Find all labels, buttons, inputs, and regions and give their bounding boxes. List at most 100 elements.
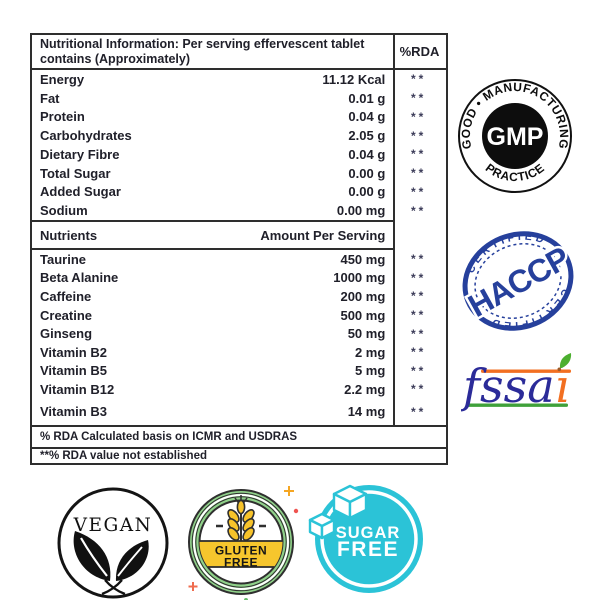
- table-row: Taurine 450 mg **: [32, 250, 446, 269]
- nutrients-subheader-row: Nutrients Amount Per Serving: [32, 222, 446, 248]
- nutrient-label: Energy: [40, 71, 85, 87]
- rda-value: **: [410, 289, 427, 304]
- nutrient-value: 0.00 g: [348, 165, 386, 181]
- nutrient-label: Vitamin B2: [40, 344, 107, 360]
- nutrient-label: Vitamin B12: [40, 381, 115, 397]
- footnote-rda-basis: % RDA Calculated basis on ICMR and USDRA…: [32, 427, 446, 449]
- gluten-free-badge: GLUTEN FREE: [188, 486, 299, 600]
- leaf-stem-dot: [557, 367, 562, 372]
- svg-text:fssaı: fssaı: [461, 359, 569, 413]
- wheat-icon: [216, 495, 266, 541]
- table-row: Vitamin B2 2 mg **: [32, 343, 446, 362]
- divider: [32, 248, 393, 250]
- gluten-free-line2: FREE: [224, 556, 258, 570]
- rda-column-header: %RDA: [399, 44, 440, 59]
- nutrients-header-label: Nutrients: [40, 227, 98, 243]
- macro-nutrients-section: Energy 11.12 Kcal ** Fat 0.01 g ** Protein 0.04…: [32, 70, 446, 220]
- nutrient-label: Beta Alanine: [40, 270, 119, 286]
- nutrient-label: Taurine: [40, 251, 86, 267]
- amount-header-label: Amount Per Serving: [260, 227, 386, 243]
- table-row: Protein 0.04 g **: [32, 108, 446, 127]
- nutrient-label: Fat: [40, 90, 60, 106]
- nutrient-label: Ginseng: [40, 326, 93, 342]
- nutrient-value: 450 mg: [340, 251, 386, 267]
- nutrient-value: 200 mg: [340, 288, 386, 304]
- sugar-free-line1: SUGAR: [336, 524, 401, 542]
- sugar-cubes-icon: [308, 484, 368, 540]
- nutrient-label: Carbohydrates: [40, 128, 132, 144]
- nutrient-value: 0.00 mg: [336, 203, 386, 219]
- divider: [32, 220, 393, 222]
- gmp-inner-disc: [482, 103, 548, 169]
- sugar-free-badge: SUGAR FREE: [308, 484, 423, 593]
- column-divider: [393, 35, 395, 425]
- nutrient-value: 5 mg: [354, 363, 386, 379]
- table-row: Carbohydrates 2.05 g **: [32, 126, 446, 145]
- table-row: Creatine 500 mg **: [32, 306, 446, 325]
- nutrient-label: Caffeine: [40, 288, 92, 304]
- nutrient-value: 50 mg: [347, 326, 386, 342]
- table-header-row: Nutritional Information: Per serving eff…: [32, 35, 446, 70]
- fssai-logo: fssaı: [461, 353, 572, 413]
- nutrient-label: Added Sugar: [40, 184, 121, 200]
- haccp-badge: CERTIFIED CERTIFIED HACCP: [458, 218, 579, 343]
- nutrient-label: Total Sugar: [40, 165, 111, 181]
- rda-value: **: [410, 345, 427, 360]
- table-row: Fat 0.01 g **: [32, 89, 446, 108]
- table-row: Caffeine 200 mg **: [32, 287, 446, 306]
- fssai-bottom-bar: [466, 403, 568, 407]
- nutrient-value: 2 mg: [354, 344, 386, 360]
- rda-value: **: [410, 109, 427, 124]
- rda-value: **: [410, 166, 427, 181]
- nutrient-label: Dietary Fibre: [40, 146, 120, 162]
- leaf-icon: [559, 353, 572, 368]
- rda-value: **: [410, 252, 427, 267]
- nutrient-label: Creatine: [40, 307, 93, 323]
- nutrition-table: Nutritional Information: Per serving eff…: [30, 33, 448, 465]
- table-row: Dietary Fibre 0.04 g **: [32, 145, 446, 164]
- nutrient-label: Vitamin B5: [40, 363, 107, 379]
- table-row: Added Sugar 0.00 g **: [32, 183, 446, 202]
- rda-value: **: [410, 270, 427, 285]
- nutrient-value: 0.04 g: [348, 146, 386, 162]
- nutrient-value: 0.00 g: [348, 184, 386, 200]
- footnote-rda-not-established: **% RDA value not established: [40, 449, 208, 462]
- table-row: Ginseng 50 mg **: [32, 324, 446, 343]
- nutrient-label: Protein: [40, 109, 85, 125]
- table-row: Total Sugar 0.00 g **: [32, 164, 446, 183]
- rda-value: **: [410, 382, 427, 397]
- table-row: Vitamin B12 2.2 mg **: [32, 380, 446, 399]
- gluten-free-line1: GLUTEN: [215, 544, 267, 558]
- haccp-stamp-ring: [462, 231, 574, 331]
- gmp-badge: GMP GOOD • MANUFACTURING • PRACTICE •: [456, 77, 572, 193]
- rda-value: **: [410, 128, 427, 143]
- vegan-badge: VEGAN: [57, 487, 169, 599]
- sugar-free-line2: FREE: [337, 538, 399, 561]
- gmp-center-text: GMP: [487, 123, 544, 151]
- table-row: Vitamin B3 14 mg **: [32, 399, 446, 425]
- nutrient-label: Sodium: [40, 203, 88, 219]
- vegan-circle: [57, 487, 169, 599]
- nutrient-value: 0.04 g: [348, 109, 386, 125]
- rda-value: **: [410, 203, 427, 218]
- table-title: Nutritional Information: Per serving eff…: [40, 37, 365, 66]
- vegan-label: VEGAN: [73, 515, 153, 536]
- rda-value: **: [410, 72, 427, 87]
- rda-value: **: [410, 404, 427, 419]
- rda-value: **: [410, 308, 427, 323]
- rda-value: **: [410, 363, 427, 378]
- nutrient-value: 11.12 Kcal: [322, 71, 386, 87]
- active-nutrients-section: Taurine 450 mg ** Beta Alanine 1000 mg ** Caff…: [32, 250, 446, 399]
- table-row: Vitamin B5 5 mg **: [32, 362, 446, 381]
- gluten-ring-line-outer: [191, 492, 291, 592]
- fssai-text-fssa: fssa: [461, 359, 555, 413]
- fssai-top-bar: [481, 369, 571, 373]
- last-nutrient-section: Vitamin B3 14 mg **: [32, 399, 446, 425]
- nutrient-value: 0.01 g: [348, 90, 386, 106]
- table-row: Energy 11.12 Kcal **: [32, 70, 446, 89]
- nutrient-value: 1000 mg: [333, 270, 386, 286]
- nutrient-value: 14 mg: [347, 404, 386, 420]
- nutrient-value: 2.05 g: [348, 128, 386, 144]
- rda-value: **: [410, 326, 427, 341]
